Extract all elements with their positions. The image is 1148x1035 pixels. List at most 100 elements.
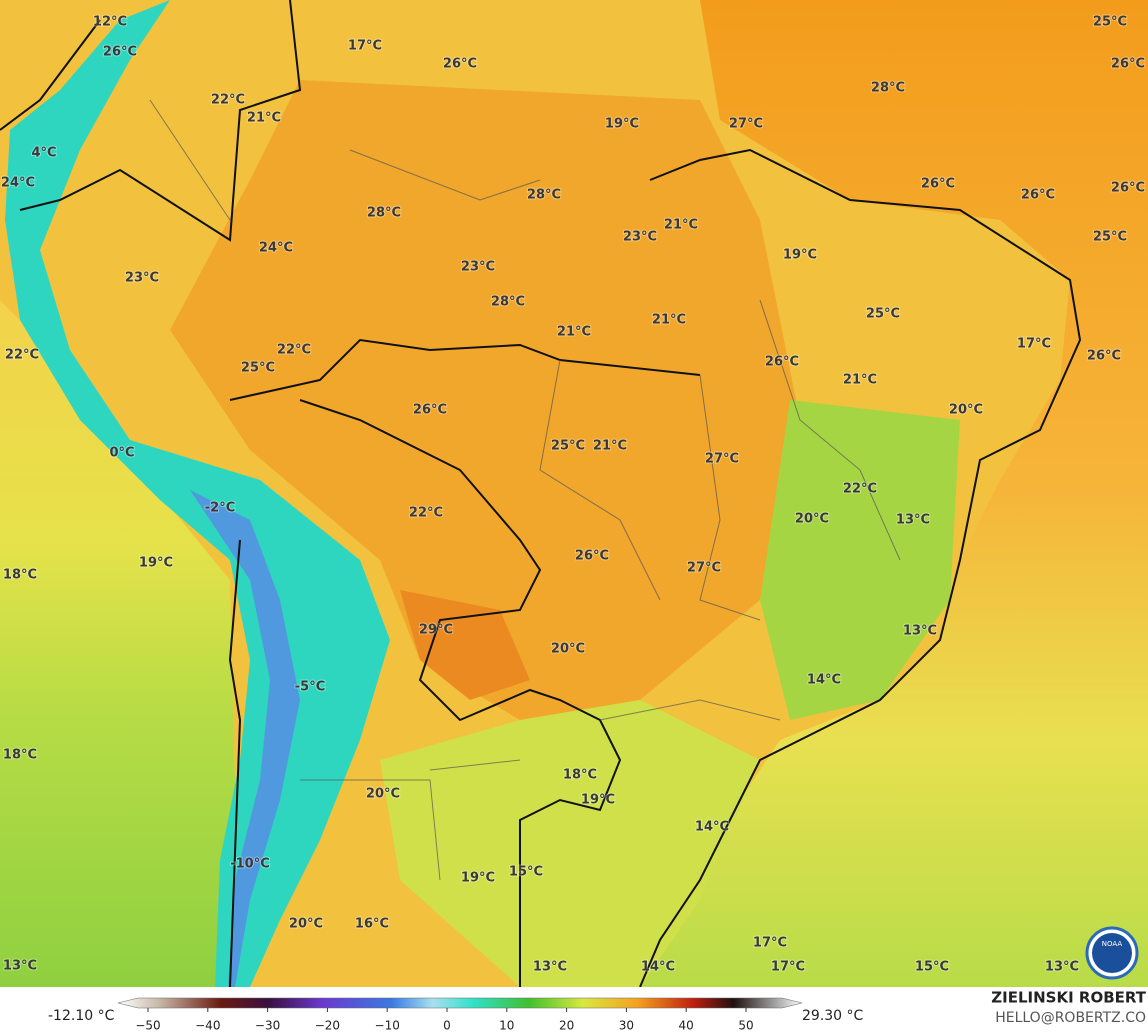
legend-max: 29.30 °C [802, 1008, 864, 1024]
legend-tick-label: 0 [443, 1019, 451, 1033]
legend-tick-label: 20 [559, 1019, 574, 1033]
legend-tick-label: −40 [195, 1019, 220, 1033]
andes [5, 0, 390, 987]
temperature-label: 23°C [461, 260, 495, 275]
temperature-label: 25°C [1093, 230, 1127, 245]
temperature-label: 25°C [1093, 15, 1127, 30]
temperature-label: 18°C [3, 748, 37, 763]
legend-tick-label: 50 [738, 1019, 753, 1033]
legend-tick-label: 10 [499, 1019, 514, 1033]
temperature-label: 22°C [843, 482, 877, 497]
logo-text: NOAA [1102, 940, 1123, 948]
temperature-label: 22°C [277, 343, 311, 358]
temperature-label: 0°C [109, 446, 134, 461]
legend-background [0, 987, 1148, 1035]
temperature-label: 26°C [1021, 188, 1055, 203]
temperature-label: 27°C [687, 561, 721, 576]
temperature-label: 28°C [367, 206, 401, 221]
temperature-label: 4°C [31, 146, 56, 161]
temperature-label: 27°C [729, 117, 763, 132]
temperature-label: 13°C [896, 513, 930, 528]
temperature-label: 14°C [807, 673, 841, 688]
temperature-label: 15°C [915, 960, 949, 975]
temperature-label: 26°C [413, 403, 447, 418]
temperature-label: 21°C [557, 325, 591, 340]
noaa-logo: NOAA [1085, 926, 1139, 980]
temperature-label: 21°C [664, 218, 698, 233]
hot-spot [400, 590, 530, 700]
temperature-label: 22°C [211, 93, 245, 108]
temperature-label: 14°C [641, 960, 675, 975]
legend-tick-label: −20 [315, 1019, 340, 1033]
temperature-label: 26°C [443, 57, 477, 72]
temperature-label: 21°C [843, 373, 877, 388]
temperature-labels: 12°C26°C 17°C26°C25°C26°C28°C22°C21°C 19°C… [0, 14, 1146, 976]
temperature-label: 21°C [247, 111, 281, 126]
temperature-label: 21°C [593, 439, 627, 454]
warm-interior [170, 80, 800, 720]
legend-tick-label: −30 [255, 1019, 280, 1033]
temperature-label: 13°C [903, 624, 937, 639]
legend-tick-label: 40 [679, 1019, 694, 1033]
logo-disc [1092, 933, 1132, 973]
temperature-label: 26°C [1087, 349, 1121, 364]
temperature-label: 26°C [921, 177, 955, 192]
country-borders [0, 0, 1082, 988]
credit-email: HELLO@ROBERTZ.CO [995, 1010, 1146, 1026]
temperature-label: 21°C [652, 313, 686, 328]
temperature-label: 15°C [509, 865, 543, 880]
temperature-label: 24°C [259, 241, 293, 256]
legend-tick-label: −10 [375, 1019, 400, 1033]
temperature-label: 24°C [1, 176, 35, 191]
legend-tick-label: 30 [619, 1019, 634, 1033]
andes-cold [190, 490, 300, 987]
temperature-label: 25°C [866, 307, 900, 322]
temperature-label: 20°C [289, 917, 323, 932]
temperature-label: 19°C [139, 556, 173, 571]
temperature-label: 14°C [695, 820, 729, 835]
temperature-label: 18°C [3, 568, 37, 583]
temperature-label: 20°C [366, 787, 400, 802]
temperature-label: 17°C [348, 39, 382, 54]
temperature-label: 19°C [461, 871, 495, 886]
credit-name: ZIELINSKI ROBERT [991, 989, 1146, 1007]
temperature-label: 26°C [1111, 181, 1145, 196]
temperature-label: 28°C [491, 295, 525, 310]
color-bar [117, 997, 803, 1009]
state-borders [149, 99, 901, 881]
temperature-label: 12°C [93, 15, 127, 30]
map [0, 0, 1148, 988]
temperature-label: 18°C [563, 768, 597, 783]
temperature-label: 13°C [1045, 960, 1079, 975]
temperature-label: 22°C [5, 348, 39, 363]
temperature-label: 17°C [753, 936, 787, 951]
legend: -12.10 °C 29.30 °C −50 −40 −30 −20 −10 0 10 20 3… [48, 997, 864, 1033]
temperature-label: 22°C [409, 506, 443, 521]
cool-southeast [760, 400, 960, 720]
temperature-label: 16°C [355, 917, 389, 932]
temperature-label: 19°C [783, 248, 817, 263]
temperature-label: 26°C [103, 45, 137, 60]
temperature-label: 26°C [1111, 57, 1145, 72]
temperature-label: -2°C [205, 501, 235, 516]
temperature-label: -5°C [295, 680, 325, 695]
temperature-label: 20°C [949, 403, 983, 418]
temperature-label: 26°C [765, 355, 799, 370]
temperature-label: 28°C [527, 188, 561, 203]
temperature-label: 13°C [3, 959, 37, 974]
temperature-label: 13°C [533, 960, 567, 975]
temperature-label: 29°C [419, 623, 453, 638]
temperature-label: 25°C [551, 439, 585, 454]
pacific [0, 300, 240, 987]
temperature-label: -10°C [230, 857, 270, 872]
legend-tick-label: −50 [135, 1019, 160, 1033]
south-land [380, 700, 760, 987]
temperature-label: 23°C [623, 230, 657, 245]
temperature-label: 26°C [575, 549, 609, 564]
temperature-label: 17°C [1017, 337, 1051, 352]
temperature-label: 28°C [871, 81, 905, 96]
temperature-label: 23°C [125, 271, 159, 286]
temperature-label: 27°C [705, 452, 739, 467]
temperature-label: 17°C [771, 960, 805, 975]
